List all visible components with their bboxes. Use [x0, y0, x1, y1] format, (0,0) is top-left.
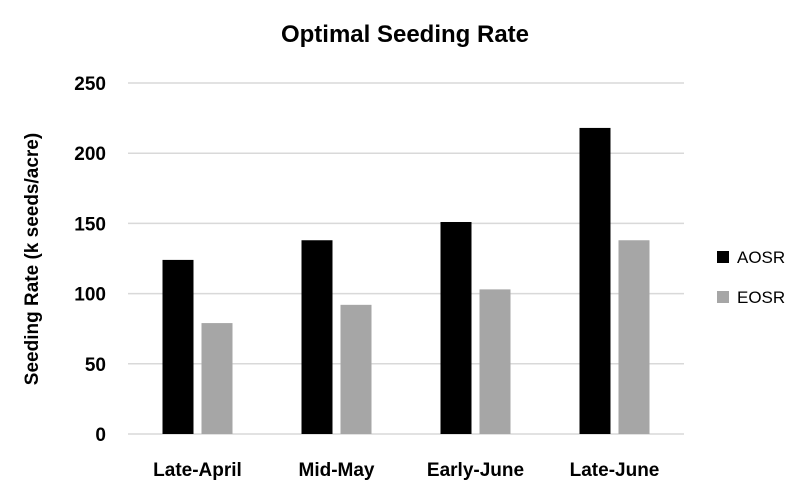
y-tick-label: 0 — [95, 425, 106, 446]
bar-eosr-mid-may — [340, 304, 372, 434]
legend-label-eosr: EOSR — [737, 288, 785, 307]
bars — [162, 127, 650, 434]
y-tick-label: 50 — [85, 355, 106, 376]
bar-eosr-early-june — [479, 289, 511, 434]
legend-swatch-eosr — [717, 291, 729, 303]
bar-aosr-early-june — [440, 221, 472, 434]
bar-aosr-mid-may — [301, 240, 333, 434]
bar-aosr-late-april — [162, 259, 194, 434]
y-tick-label: 200 — [74, 144, 106, 165]
y-tick-labels: 0 50 100 150 200 250 — [74, 74, 106, 446]
legend-swatch-aosr — [717, 251, 729, 263]
y-tick-label: 100 — [74, 285, 106, 306]
y-tick-label: 150 — [74, 214, 106, 235]
x-category-label: Late-April — [153, 460, 242, 481]
bar-eosr-late-april — [201, 323, 233, 434]
x-category-label: Late-June — [570, 460, 660, 481]
chart-title: Optimal Seeding Rate — [281, 21, 529, 48]
legend-label-aosr: AOSR — [737, 248, 785, 267]
x-category-label: Mid-May — [299, 460, 375, 481]
x-category-labels: Late-April Mid-May Early-June Late-June — [153, 460, 659, 481]
y-axis-label: Seeding Rate (k seeds/acre) — [22, 133, 43, 385]
bar-aosr-late-june — [579, 127, 611, 434]
x-category-label: Early-June — [427, 460, 524, 481]
legend: AOSR EOSR — [717, 248, 785, 307]
y-tick-label: 250 — [74, 74, 106, 95]
bar-eosr-late-june — [618, 240, 650, 434]
